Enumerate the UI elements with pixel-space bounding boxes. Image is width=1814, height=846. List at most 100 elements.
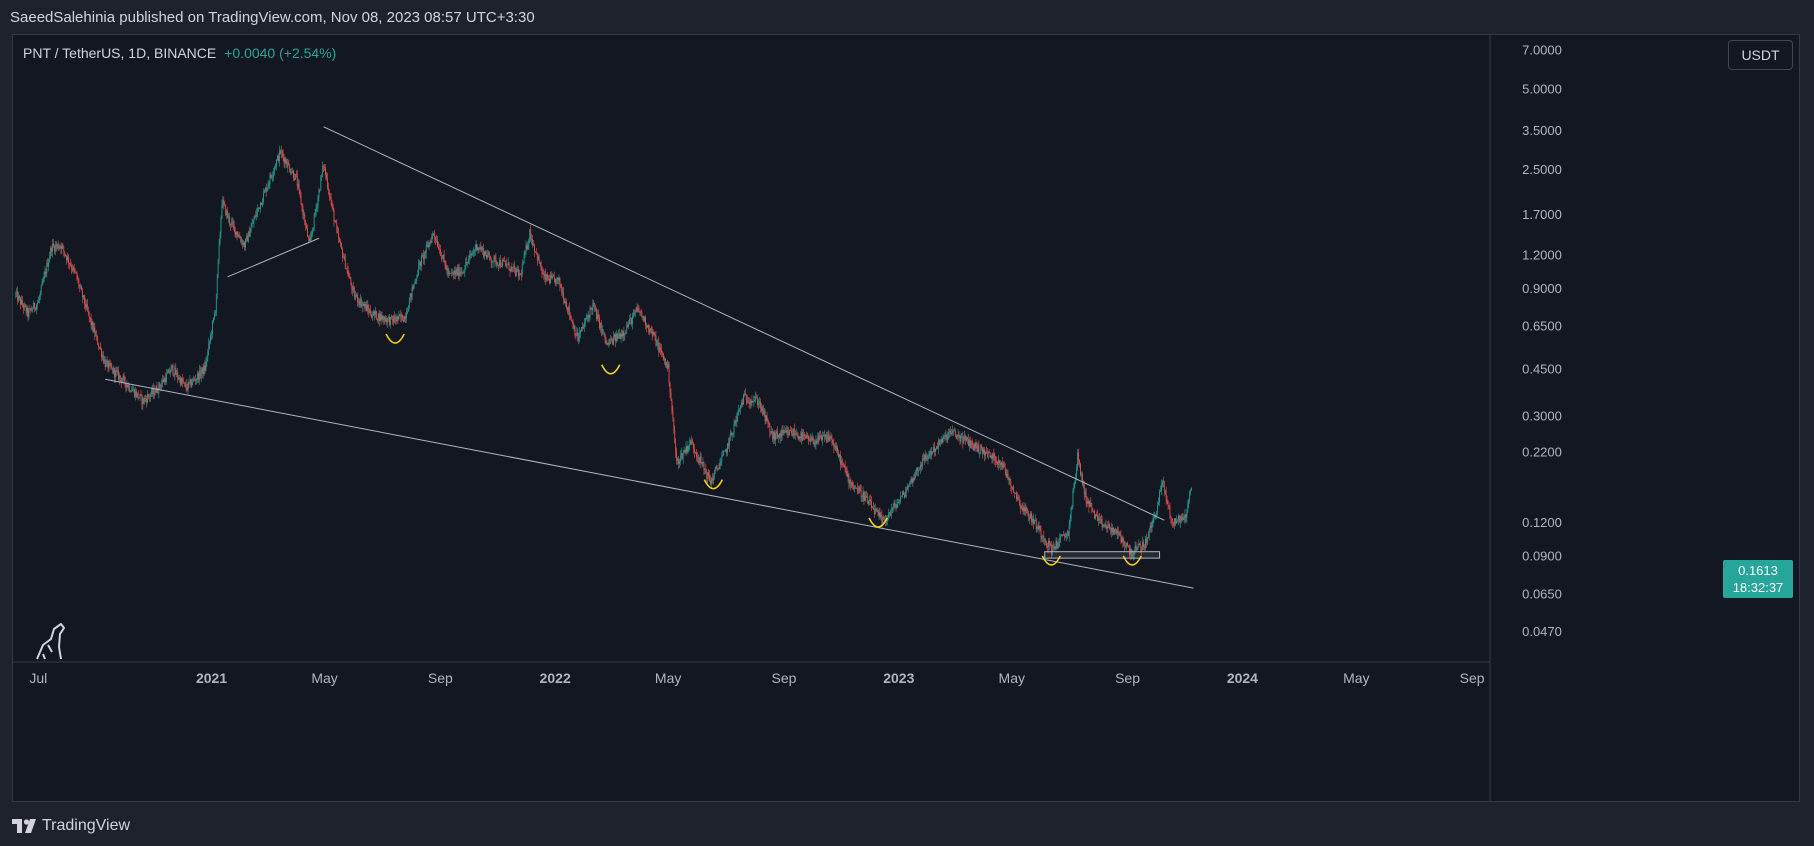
candle-body <box>1181 517 1183 521</box>
candle-body <box>858 487 860 494</box>
candle-body <box>111 367 113 368</box>
candle-body <box>1059 537 1061 544</box>
candle-body <box>121 380 123 383</box>
candle-body <box>137 392 139 398</box>
candle-body <box>332 205 334 211</box>
bottom-marker <box>868 517 888 528</box>
candle-body <box>1084 492 1086 495</box>
candle-body <box>856 487 857 489</box>
candle-body <box>159 383 161 387</box>
candle-body <box>968 439 969 446</box>
candle-body <box>503 261 505 263</box>
candle-body <box>786 430 788 433</box>
footer-brand[interactable]: TradingView <box>42 817 131 834</box>
candle-body <box>142 398 144 405</box>
candle-body <box>625 331 627 334</box>
bottom-marker <box>1122 555 1142 566</box>
symbol-label[interactable]: PNT / TetherUS, 1D, BINANCE <box>23 45 217 61</box>
candle-body <box>792 429 794 436</box>
candle-body <box>368 309 370 313</box>
candle-body <box>1054 546 1056 549</box>
candle-body <box>259 207 260 209</box>
candle-body <box>383 317 385 320</box>
candle-body <box>74 269 76 273</box>
candle-body <box>843 464 845 466</box>
candle-body <box>738 409 740 413</box>
currency-button[interactable]: USDT <box>1728 40 1793 70</box>
candle-body <box>410 293 412 298</box>
candle-body <box>487 252 489 256</box>
candle-body <box>847 474 849 477</box>
candle-body <box>647 325 648 328</box>
candle-body <box>307 228 308 237</box>
candle-body <box>41 282 43 286</box>
chart-pane[interactable] <box>12 34 1800 802</box>
candle-body <box>87 309 89 312</box>
candle-body <box>1030 513 1031 519</box>
candle-body <box>579 332 581 338</box>
price-axis[interactable]: 7.0000 5.0000 3.5000 2.5000 1.7000 1.2000 0.90… <box>1489 34 1562 802</box>
candle-body <box>674 430 676 443</box>
candle-body <box>182 382 184 384</box>
candle-body <box>101 348 102 358</box>
candle-body <box>445 265 447 271</box>
candle-body <box>592 302 594 311</box>
candle-body <box>556 277 558 279</box>
candle-body <box>465 262 467 269</box>
candle-body <box>1051 544 1053 554</box>
candle-body <box>881 515 883 524</box>
candle-body <box>334 221 336 223</box>
candle-body <box>619 333 621 339</box>
candle-body <box>776 431 778 438</box>
candle-body <box>748 402 750 404</box>
candle-body <box>1024 507 1026 512</box>
candle-body <box>284 159 286 163</box>
symbol-legend[interactable]: PNT / TetherUS, 1D, BINANCE +0.0040 (+2.… <box>23 45 336 61</box>
price-chart[interactable]: 7.0000 5.0000 3.5000 2.5000 1.7000 1.2000 0.90… <box>12 34 1800 802</box>
candle-body <box>1022 507 1024 511</box>
candle-body <box>798 436 800 439</box>
candle-body <box>911 479 913 483</box>
candle-body <box>924 455 926 461</box>
candle-body <box>1178 515 1180 523</box>
candle-body <box>375 311 377 320</box>
candle-body <box>298 184 300 190</box>
candle-body <box>194 379 196 380</box>
candle-body <box>233 224 235 227</box>
candle-body <box>568 306 570 316</box>
dino-logo-icon <box>36 623 65 660</box>
candle-body <box>23 304 25 309</box>
candle-body <box>695 452 697 457</box>
drawings[interactable] <box>105 126 1194 589</box>
candle-body <box>277 155 278 161</box>
candle-body <box>404 316 405 322</box>
candle-body <box>681 453 683 459</box>
candle-body <box>293 171 294 179</box>
candle-body <box>1018 500 1020 504</box>
candle-body <box>739 409 741 410</box>
candle-body <box>138 397 140 399</box>
candle-body <box>1046 543 1047 547</box>
candle-body <box>808 440 810 442</box>
candle-body <box>754 400 756 401</box>
candle-body <box>648 329 650 333</box>
candle-body <box>526 245 528 249</box>
candle-body <box>250 226 252 232</box>
candle-body <box>932 451 934 453</box>
candle-body <box>812 437 814 443</box>
candle-body <box>813 442 815 445</box>
time-axis[interactable]: Jul 2021 May Sep 2022 May Sep 2023 May Sep 2024 May… <box>12 661 1490 686</box>
candle-body <box>471 253 473 255</box>
candle-body <box>771 431 773 433</box>
candle-body <box>840 461 842 465</box>
candle-body <box>744 393 746 396</box>
candle-body <box>742 402 743 405</box>
candle-body <box>870 499 871 502</box>
candle-body <box>419 261 421 265</box>
candle-body <box>84 295 85 304</box>
candle-body <box>547 274 549 279</box>
candle-body <box>999 460 1000 464</box>
candle-body <box>282 153 284 158</box>
candle-body <box>367 305 369 310</box>
candle-body <box>1013 487 1015 493</box>
